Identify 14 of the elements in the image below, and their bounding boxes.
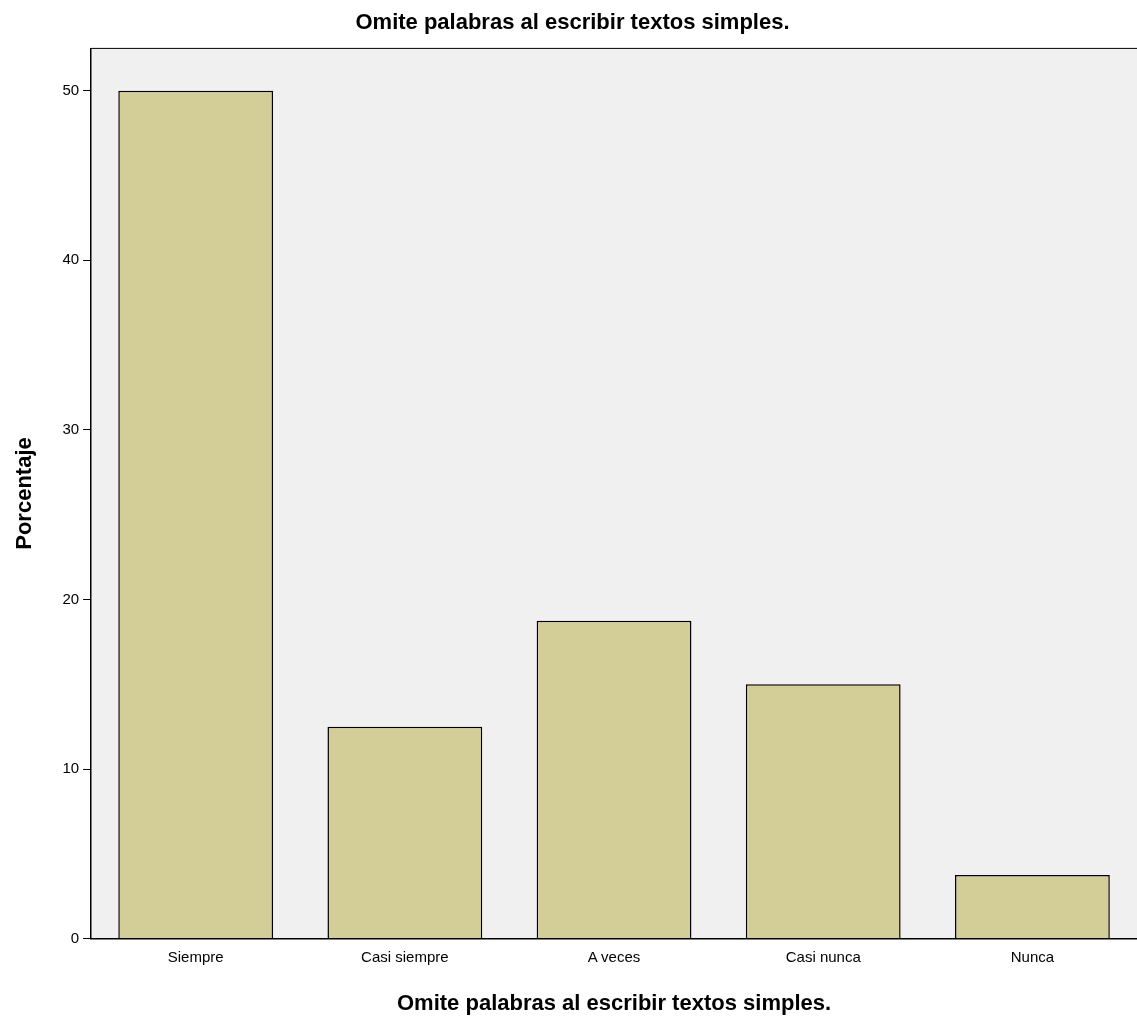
y-tick-label: 0 [70, 928, 80, 946]
x-tick-label: Casi nunca [785, 947, 862, 965]
y-tick-label: 50 [62, 80, 80, 98]
y-axis-title: Porcentaje [11, 437, 37, 550]
x-tick-label: A veces [587, 947, 641, 965]
x-axis-title: Omite palabras al escribir textos simples. [397, 989, 832, 1015]
x-tick-label: Siempre [167, 947, 224, 965]
y-tick-label: 10 [62, 759, 80, 777]
y-tick-label: 20 [62, 589, 80, 607]
y-tick-label: 30 [62, 420, 80, 438]
y-tick-label: 40 [62, 250, 80, 268]
x-tick-label: Casi siempre [361, 947, 449, 965]
x-tick-label: Nunca [1010, 947, 1055, 965]
chart-title: Omite palabras al escribir textos simples. [355, 9, 790, 35]
